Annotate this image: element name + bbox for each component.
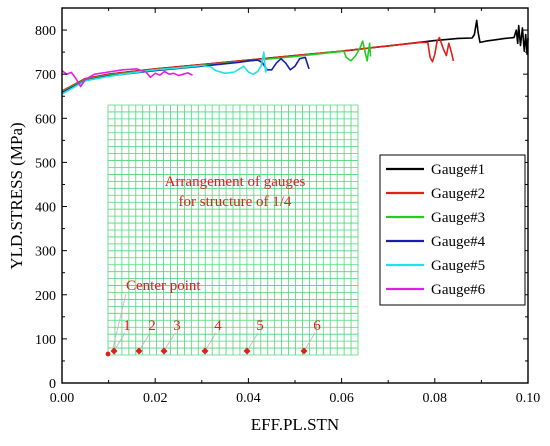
series-line-gauge-6	[61, 68, 193, 88]
y-tick-label: 400	[35, 201, 56, 216]
legend-box	[379, 154, 526, 306]
gauge-4-leader	[204, 332, 217, 352]
legend-label-gauge-2: Gauge#2	[431, 186, 485, 202]
gauge-4-marker	[201, 347, 209, 355]
gauge-6-leader	[303, 332, 316, 352]
y-tick-label: 100	[35, 333, 56, 348]
gauge-4-label: 4	[214, 318, 222, 334]
gauge-3-leader	[163, 332, 176, 352]
legend: Gauge#1 Gauge#2 Gauge#3 Gauge#4 Gauge#5 Gauge…	[379, 154, 526, 306]
series-line-gauge-2	[61, 36, 455, 92]
y-tick-label: 600	[35, 112, 56, 127]
axis-ticks: 0.00 0.02 0.04 0.06 0.08 0.10 0 100 200 300 400 500…	[35, 7, 541, 406]
x-tick-label: 0.02	[143, 391, 168, 406]
x-tick-label: 0.06	[329, 391, 354, 406]
gauge-1-leader	[113, 332, 126, 352]
legend-label-gauge-6: Gauge#6	[431, 282, 486, 298]
legend-label-gauge-3: Gauge#3	[431, 210, 485, 226]
series-line-gauge-5	[61, 51, 268, 95]
center-point-leader	[111, 293, 127, 353]
gauge-1-label: 1	[123, 318, 131, 334]
center-point-marker	[105, 351, 111, 357]
gauge-1-marker	[110, 347, 118, 355]
y-axis-title: YLD.STRESS (MPa)	[7, 122, 26, 269]
x-tick-label: 0.00	[50, 391, 75, 406]
y-tick-label: 300	[35, 245, 56, 260]
gauge-2-label: 2	[148, 318, 156, 334]
y-tick-label: 0	[49, 377, 56, 392]
gauge-5-leader	[246, 332, 259, 352]
legend-label-gauge-1: Gauge#1	[431, 162, 485, 178]
x-tick-label: 0.10	[516, 391, 541, 406]
series-layer	[61, 19, 529, 95]
gauge-5-marker	[243, 347, 251, 355]
gauge-3-label: 3	[173, 318, 181, 334]
y-tick-label: 500	[35, 156, 56, 171]
center-point-label: Center point	[126, 278, 201, 294]
y-tick-label: 200	[35, 289, 56, 304]
gauge-6-marker	[300, 347, 308, 355]
legend-label-gauge-5: Gauge#5	[431, 258, 485, 274]
inset-title-line2: for structure of 1/4	[179, 194, 292, 210]
x-axis-title: EFF.PL.STN	[251, 415, 339, 434]
gauge-5-label: 5	[256, 318, 264, 334]
gauge-2-marker	[135, 347, 143, 355]
gauge-3-marker	[160, 347, 168, 355]
inset-title-line1: Arrangement of gauges	[165, 174, 306, 190]
gauge-6-label: 6	[313, 318, 321, 334]
gauge-arrangement-inset: Arrangement of gauges for structure of 1/…	[105, 104, 359, 357]
x-tick-label: 0.08	[423, 391, 448, 406]
y-tick-label: 800	[35, 24, 56, 39]
y-tick-label: 700	[35, 68, 56, 83]
gauge-2-leader	[138, 332, 151, 352]
x-tick-label: 0.04	[236, 391, 261, 406]
legend-label-gauge-4: Gauge#4	[431, 234, 486, 250]
